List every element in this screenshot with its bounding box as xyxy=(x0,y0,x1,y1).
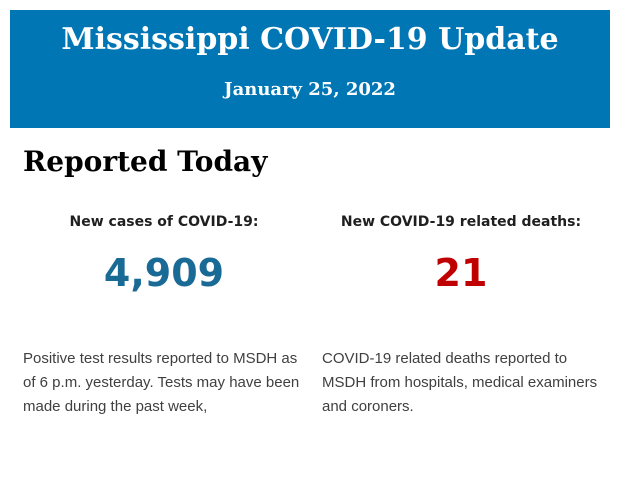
newsletter-date: January 25, 2022 xyxy=(224,79,396,100)
new-cases-value: 4,909 xyxy=(103,251,225,295)
new-cases-label: New cases of COVID-19: xyxy=(69,214,259,230)
newsletter-title: Mississippi COVID-19 Update xyxy=(61,22,559,57)
new-deaths-description: COVID-19 related deaths reported to MSDH… xyxy=(322,350,598,415)
header-banner: Mississippi COVID-19 Update January 25, … xyxy=(10,10,610,128)
section-heading-reported-today: Reported Today xyxy=(23,145,268,178)
new-cases-description: Positive test results reported to MSDH a… xyxy=(23,350,300,415)
stat-column-new-deaths: New COVID-19 related deaths: 21 COVID-19… xyxy=(322,213,600,419)
new-deaths-value: 21 xyxy=(434,251,488,295)
stats-row: New cases of COVID-19: 4,909 Positive te… xyxy=(23,213,600,419)
main-content: Reported Today New cases of COVID-19: 4,… xyxy=(0,145,620,419)
stat-column-new-cases: New cases of COVID-19: 4,909 Positive te… xyxy=(23,213,305,419)
new-deaths-label: New COVID-19 related deaths: xyxy=(340,214,582,230)
